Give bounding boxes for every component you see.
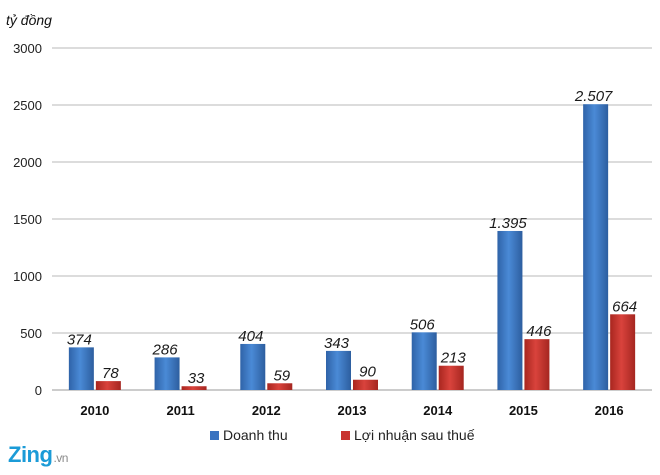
x-tick-label: 2014 <box>423 403 453 418</box>
gridlines <box>52 47 652 391</box>
data-label: 343 <box>324 335 350 352</box>
data-label: 1.395 <box>489 215 527 232</box>
x-tick-label: 2011 <box>166 403 194 418</box>
y-tick-label: 0 <box>35 383 42 398</box>
x-tick-label: 2010 <box>80 403 109 418</box>
y-tick-label: 2000 <box>13 155 42 170</box>
y-tick-label: 1500 <box>13 212 42 227</box>
bar <box>411 332 437 390</box>
bar <box>497 230 523 390</box>
bar <box>240 343 266 390</box>
legend-label: Lợi nhuận sau thuế <box>354 427 475 443</box>
data-label: 506 <box>410 316 436 333</box>
legend-swatch <box>210 431 219 440</box>
bar <box>438 365 464 390</box>
data-label: 446 <box>526 323 552 340</box>
data-label: 78 <box>102 365 119 382</box>
y-tick-label: 3000 <box>13 41 42 56</box>
legend-swatch <box>341 431 350 440</box>
bars <box>68 104 636 391</box>
bar <box>181 386 207 390</box>
x-tick-label: 2012 <box>252 403 281 418</box>
logo-brand: Zing <box>8 442 53 467</box>
bar <box>353 379 378 390</box>
zing-logo: Zing.vn <box>8 442 68 468</box>
y-axis-ticks: 0 500 1000 1500 2000 2500 3000 <box>13 41 42 398</box>
x-tick-label: 2016 <box>595 403 624 418</box>
data-label: 664 <box>612 298 637 315</box>
bar <box>267 383 293 390</box>
data-label: 33 <box>188 370 205 387</box>
x-axis-labels: 2010 2011 2012 2013 2014 2015 2016 <box>80 403 623 418</box>
legend: Doanh thu Lợi nhuận sau thuế <box>210 427 475 443</box>
bar <box>524 339 550 390</box>
y-tick-label: 1000 <box>13 269 42 284</box>
legend-label: Doanh thu <box>223 427 288 443</box>
x-tick-label: 2013 <box>338 403 367 418</box>
bar <box>68 347 94 390</box>
data-label: 213 <box>440 350 467 367</box>
data-label: 286 <box>152 341 179 358</box>
bar <box>610 314 636 390</box>
data-label: 404 <box>238 328 263 345</box>
bar <box>583 104 609 391</box>
bar <box>154 357 180 390</box>
data-label: 59 <box>273 367 290 384</box>
logo-suffix: .vn <box>53 451 68 465</box>
x-tick-label: 2015 <box>509 403 538 418</box>
y-axis-unit-label: tỷ đồng <box>6 12 52 28</box>
bar <box>326 350 351 390</box>
data-label: 2.507 <box>574 88 613 105</box>
data-label: 374 <box>67 331 92 348</box>
y-tick-label: 500 <box>20 326 42 341</box>
y-tick-label: 2500 <box>13 98 42 113</box>
bar <box>95 381 121 390</box>
data-label: 90 <box>359 364 376 381</box>
